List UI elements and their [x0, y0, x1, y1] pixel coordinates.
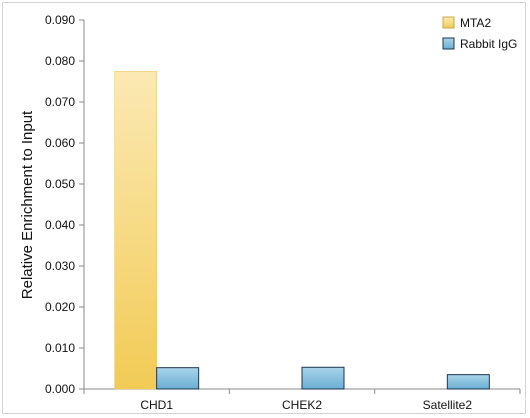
x-tick-label: CHD1 — [140, 398, 173, 412]
x-tick-label: CHEK2 — [282, 398, 322, 412]
axes: 0.000 0.010 0.020 0.030 0.040 0.050 0.060 0.070… — [45, 13, 521, 412]
y-tick-label: 0.060 — [45, 136, 75, 150]
y-tick-label: 0.000 — [45, 382, 75, 396]
legend-swatch-mta2 — [442, 16, 455, 29]
bar-mta2 — [114, 71, 157, 390]
y-tick-label: 0.080 — [45, 54, 75, 68]
bar-rabbit-igg — [301, 366, 345, 390]
y-tick-label: 0.090 — [45, 13, 75, 27]
y-tick-label: 0.070 — [45, 95, 75, 109]
legend-label-mta2: MTA2 — [460, 16, 491, 30]
x-tick-label: Satellite2 — [423, 398, 473, 412]
chart-frame — [2, 2, 526, 414]
y-tick-label: 0.040 — [45, 218, 75, 232]
y-tick-label: 0.030 — [45, 259, 75, 273]
bar-rabbit-igg — [446, 374, 490, 390]
y-tick-label: 0.010 — [45, 341, 75, 355]
y-axis-label: Relative Enrichment to Input — [19, 110, 36, 299]
legend: MTA2 Rabbit IgG — [442, 16, 517, 51]
y-tick-label: 0.050 — [45, 177, 75, 191]
bars — [114, 71, 490, 390]
legend-swatch-rabbit-igg — [442, 37, 455, 50]
legend-label-rabbit-igg: Rabbit IgG — [460, 37, 517, 51]
bar-rabbit-igg — [156, 367, 200, 390]
y-tick-label: 0.020 — [45, 300, 75, 314]
